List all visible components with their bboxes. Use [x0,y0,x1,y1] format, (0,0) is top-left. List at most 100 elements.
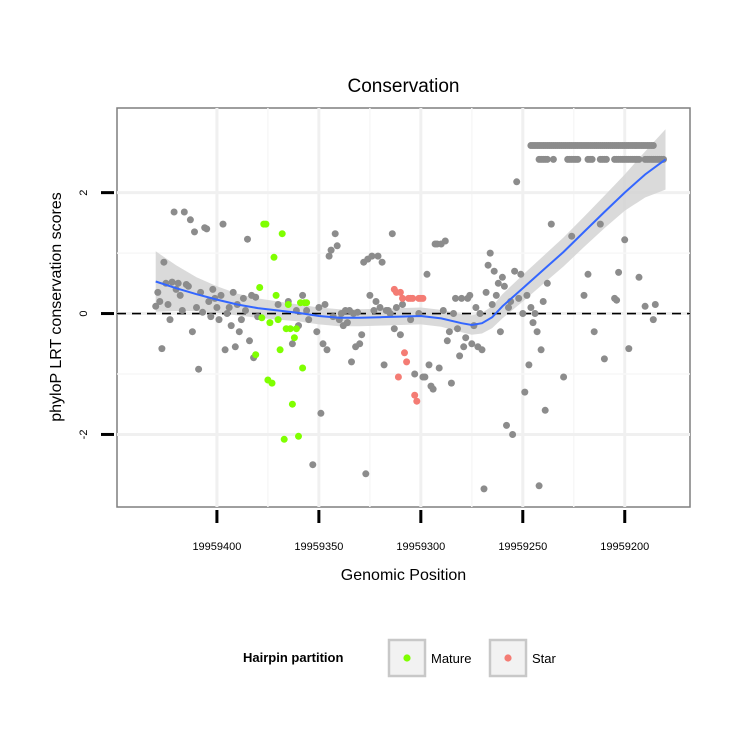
point-other [443,337,451,345]
point-other [488,301,496,308]
point-other [376,304,384,311]
point-star [411,391,419,399]
point-other [425,361,433,369]
point-other [184,282,192,290]
point-other [486,249,494,257]
point-other [386,310,394,317]
point-other [525,361,533,369]
point-other [378,258,386,266]
point-mature [272,291,280,299]
point-other [219,220,227,228]
point-other [235,328,243,336]
point-other [547,220,555,228]
point-other [580,291,588,299]
point-other [541,406,549,414]
point-other [305,316,313,324]
point-other [166,316,174,324]
point-other [458,294,466,302]
point-mature [262,220,270,228]
point-other [523,291,531,299]
point-other [158,345,166,353]
point-other [191,228,198,236]
point-star [403,358,411,366]
point-mature [274,316,282,324]
point-other [411,370,419,378]
point-mature [270,253,278,261]
point-other [521,388,529,396]
point-other [176,291,184,299]
point-other [529,319,537,327]
point-mature [303,299,311,307]
point-other [505,304,512,311]
y-tick-label: 2 [78,190,90,196]
point-other [239,294,247,302]
point-other [568,232,576,240]
point-other [213,304,221,311]
point-mature [268,379,276,387]
legend-title: Hairpin partition [243,650,343,665]
point-other [221,346,229,354]
point-other [588,155,596,163]
point-other [392,304,400,311]
point-other [178,307,186,314]
x-tick-label: 19959200 [600,541,649,553]
point-other [205,298,213,305]
point-other [590,328,598,336]
point-other [370,307,378,314]
point-other [423,270,431,278]
point-other [490,267,498,275]
confidence-band-group [155,129,666,335]
point-other [600,355,608,363]
point-mature [276,346,284,354]
point-other [348,358,355,366]
point-other [323,346,331,354]
legend-label-star: Star [532,651,557,666]
x-tick-label: 19959400 [192,541,241,553]
point-other [613,296,621,304]
point-other [441,237,449,245]
point-other [492,291,500,299]
smooth-fit-line [155,158,667,327]
point-other [641,302,649,310]
legend-item-star: Star [488,638,557,678]
x-tick-label: 19959350 [294,541,343,553]
point-other [500,282,508,290]
point-other [602,155,610,163]
y-axis-title: phyloP LRT conservation scores [48,192,65,421]
point-mature [288,400,296,408]
point-other [331,230,339,238]
point-other [429,385,437,393]
point-other [651,301,659,308]
point-other [325,252,333,260]
x-axis-title: Genomic Position [341,567,466,584]
point-mature [286,325,294,333]
point-other [225,304,233,311]
point-mature [280,435,288,443]
point-other [496,328,504,336]
point-other [244,235,251,243]
point-other [515,294,523,302]
point-other [252,293,260,301]
point-other [519,310,527,317]
point-other [625,345,633,353]
point-other [223,310,231,317]
point-mature [284,301,292,308]
point-other [388,230,396,238]
x-tick-label: 19959300 [396,541,445,553]
point-mature [252,351,260,359]
point-other [649,142,657,149]
point-other [407,316,415,324]
point-star [399,294,406,302]
point-other [517,270,525,278]
point-star [419,294,427,302]
point-other [299,291,307,299]
point-other [170,208,178,216]
point-other [503,421,510,429]
legend: Hairpin partition Mature Star [243,638,557,678]
point-other [274,301,282,308]
point-other [319,340,327,348]
point-other [396,331,404,339]
point-other [358,331,366,339]
point-other [288,340,296,348]
